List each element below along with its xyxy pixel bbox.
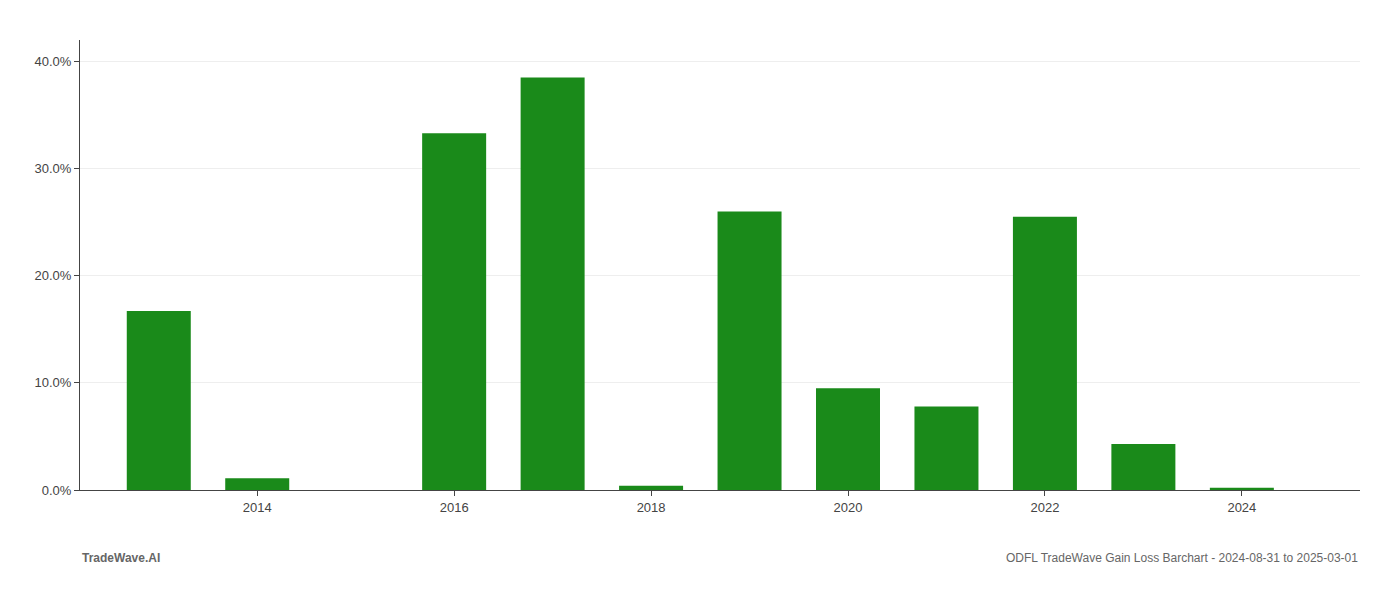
svg-text:10.0%: 10.0%: [35, 375, 72, 390]
svg-text:ODFL TradeWave Gain Loss Barch: ODFL TradeWave Gain Loss Barchart - 2024…: [1006, 551, 1358, 565]
svg-text:2022: 2022: [1030, 500, 1059, 515]
svg-text:2018: 2018: [637, 500, 666, 515]
svg-text:40.0%: 40.0%: [35, 54, 72, 69]
svg-text:30.0%: 30.0%: [35, 161, 72, 176]
svg-text:20.0%: 20.0%: [35, 268, 72, 283]
svg-text:TradeWave.AI: TradeWave.AI: [82, 551, 160, 565]
svg-text:2024: 2024: [1227, 500, 1256, 515]
svg-text:2016: 2016: [440, 500, 469, 515]
svg-text:2014: 2014: [243, 500, 272, 515]
svg-text:0.0%: 0.0%: [42, 483, 72, 498]
svg-text:2020: 2020: [834, 500, 863, 515]
